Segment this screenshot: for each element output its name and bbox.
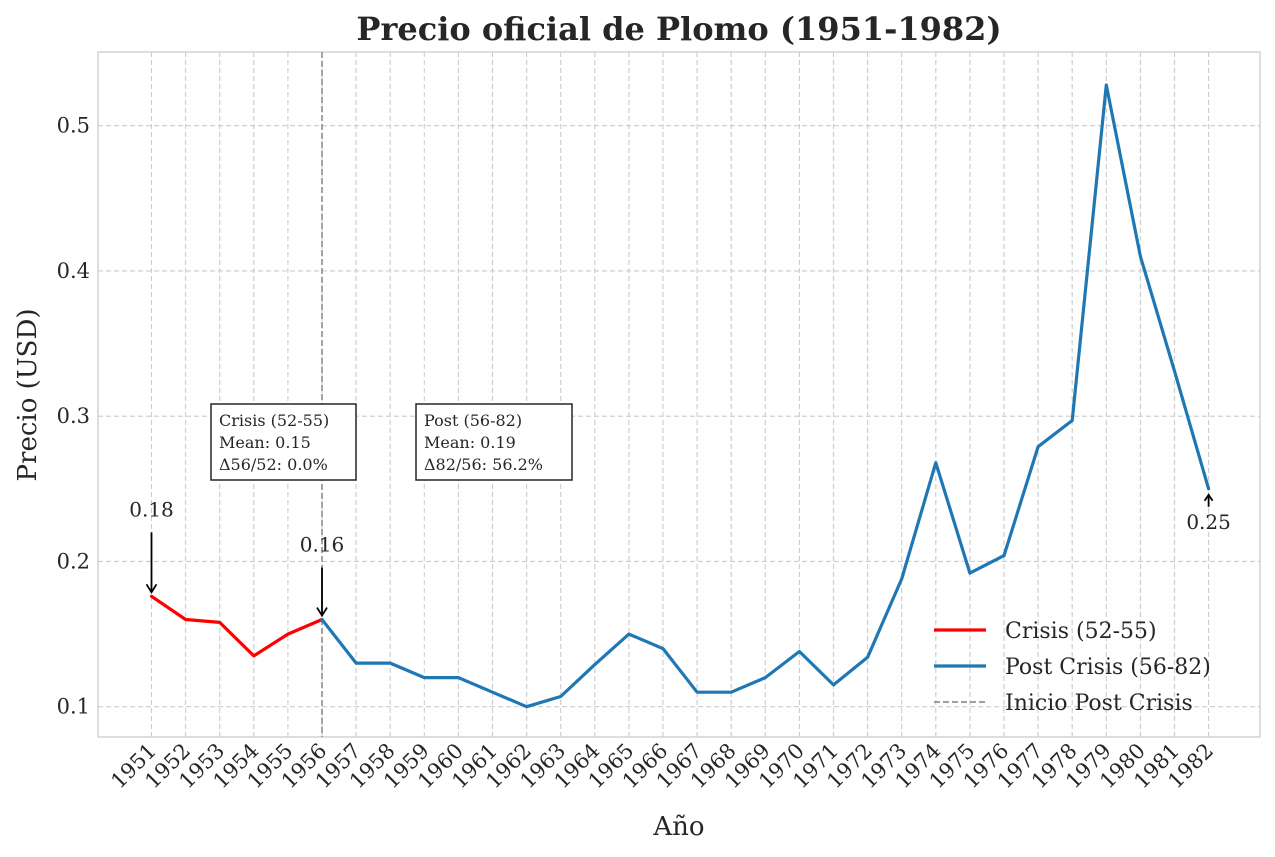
y-axis-label: Precio (USD) <box>13 309 43 482</box>
y-tick-label: 0.5 <box>57 114 90 138</box>
info-box-line: Δ82/56: 56.2% <box>424 455 543 474</box>
y-tick-label: 0.4 <box>57 259 90 283</box>
annotation-arrowhead <box>145 583 158 595</box>
x-axis-label: Año <box>652 812 704 842</box>
info-box <box>210 403 357 481</box>
annotation-arrowhead <box>316 607 328 618</box>
plot-area <box>97 51 1261 738</box>
chart-title: Precio oficial de Plomo (1951-1982) <box>356 10 1001 48</box>
grid <box>98 52 1260 737</box>
annotation-label: 0.25 <box>1186 510 1231 534</box>
x-tick-labels: 1951195219531954195519561957195819591960… <box>106 739 1218 794</box>
legend-label: Inicio Post Crisis <box>1005 691 1193 716</box>
series-lines <box>149 83 1211 709</box>
annotation-arrowhead <box>1203 493 1214 502</box>
y-tick-label: 0.1 <box>57 695 90 719</box>
series-line-1 <box>320 83 1211 709</box>
legend-label: Crisis (52-55) <box>1005 619 1157 644</box>
info-box-line: Δ56/52: 0.0% <box>219 455 328 474</box>
legend: Crisis (52-55) Post Crisis (56-82) Inicio … <box>934 619 1211 716</box>
info-boxes: Crisis (52-55) Mean: 0.15 Δ56/52: 0.0% Post… <box>210 403 573 481</box>
y-tick-label: 0.2 <box>57 549 90 573</box>
info-box-line: Mean: 0.19 <box>424 433 516 452</box>
legend-label: Post Crisis (56-82) <box>1005 655 1211 680</box>
info-box-line: Mean: 0.15 <box>219 433 311 452</box>
y-tick-label: 0.3 <box>57 404 90 428</box>
info-box-line: Post (56-82) <box>424 411 522 430</box>
series-line-0 <box>149 594 324 658</box>
annotation-label: 0.18 <box>129 497 174 521</box>
info-box-line: Crisis (52-55) <box>219 411 329 430</box>
y-tick-labels: 0.1 0.2 0.3 0.4 0.5 <box>57 114 90 719</box>
info-box <box>415 403 573 481</box>
annotation-label: 0.16 <box>300 533 345 557</box>
annotations: 0.18 0.16 0.25 <box>129 493 1231 618</box>
